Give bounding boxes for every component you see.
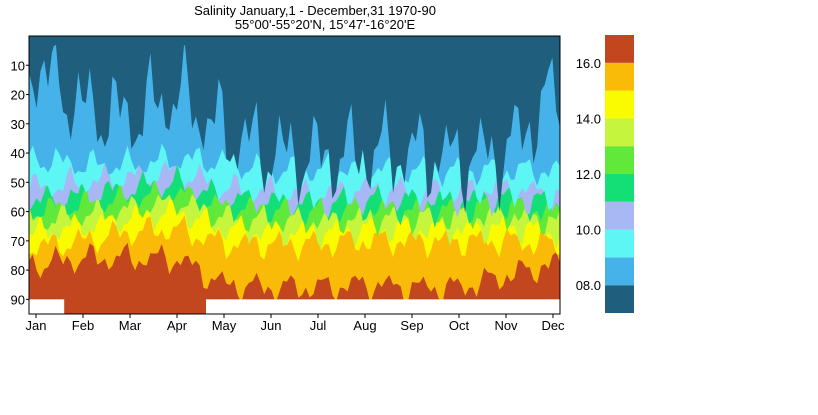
no-data-region-jan	[29, 299, 65, 314]
colorbar-swatch-13-14	[605, 118, 634, 147]
x-tick-label: Aug	[353, 318, 376, 333]
colorbar-swatch-14-15	[605, 90, 634, 119]
x-tick-label: Jan	[26, 318, 47, 333]
colorbar-tick-label: 14.0	[576, 111, 601, 126]
y-tick-label: 30	[11, 117, 25, 132]
colorbar-swatch-16-17	[605, 35, 634, 63]
x-tick-label: Oct	[449, 318, 470, 333]
x-tick-label: Dec	[541, 318, 565, 333]
y-tick-label: 20	[11, 88, 25, 103]
no-data-region-deep	[206, 299, 560, 314]
x-tick-label: Mar	[119, 318, 142, 333]
chart-title: Salinity January,1 - December,31 1970-90	[194, 3, 436, 18]
y-tick-label: 10	[11, 58, 25, 73]
x-tick-label: Sep	[400, 318, 423, 333]
x-tick-label: Apr	[167, 318, 188, 333]
y-tick-label: 40	[11, 146, 25, 161]
colorbar-tick-label: 12.0	[576, 167, 601, 182]
colorbar-swatch-10-11	[605, 201, 634, 230]
plot-area	[29, 36, 560, 314]
x-tick-label: Jul	[310, 318, 327, 333]
colorbar-swatch-9-10	[605, 229, 634, 258]
colorbar-tick-label: 08.0	[576, 278, 601, 293]
plot-frame	[28, 35, 561, 315]
x-tick-label: Nov	[494, 318, 518, 333]
colorbar-tick-label: 16.0	[576, 56, 601, 71]
x-tick-label: Feb	[72, 318, 94, 333]
x-tick-label: May	[212, 318, 237, 333]
colorbar-swatch-15-16	[605, 62, 634, 91]
y-tick-label: 80	[11, 263, 25, 278]
colorbar: 16.0 14.0 12.0 10.0 08.0	[576, 35, 634, 313]
y-tick-label: 50	[11, 175, 25, 190]
salinity-surface-layer	[29, 36, 560, 53]
colorbar-swatch-11-12	[605, 174, 634, 202]
chart-subtitle: 55°00'-55°20'N, 15°47'-16°20'E	[234, 17, 416, 32]
colorbar-tick-label: 10.0	[576, 223, 601, 238]
y-tick-label: 90	[11, 292, 25, 307]
y-tick-label: 70	[11, 234, 25, 249]
colorbar-swatch-7-8	[605, 285, 634, 313]
x-tick-label: Jun	[261, 318, 282, 333]
colorbar-swatch-12-13	[605, 146, 634, 174]
colorbar-swatch-8-9	[605, 257, 634, 286]
salinity-band-7-8	[29, 36, 560, 214]
y-tick-label: 60	[11, 205, 25, 220]
